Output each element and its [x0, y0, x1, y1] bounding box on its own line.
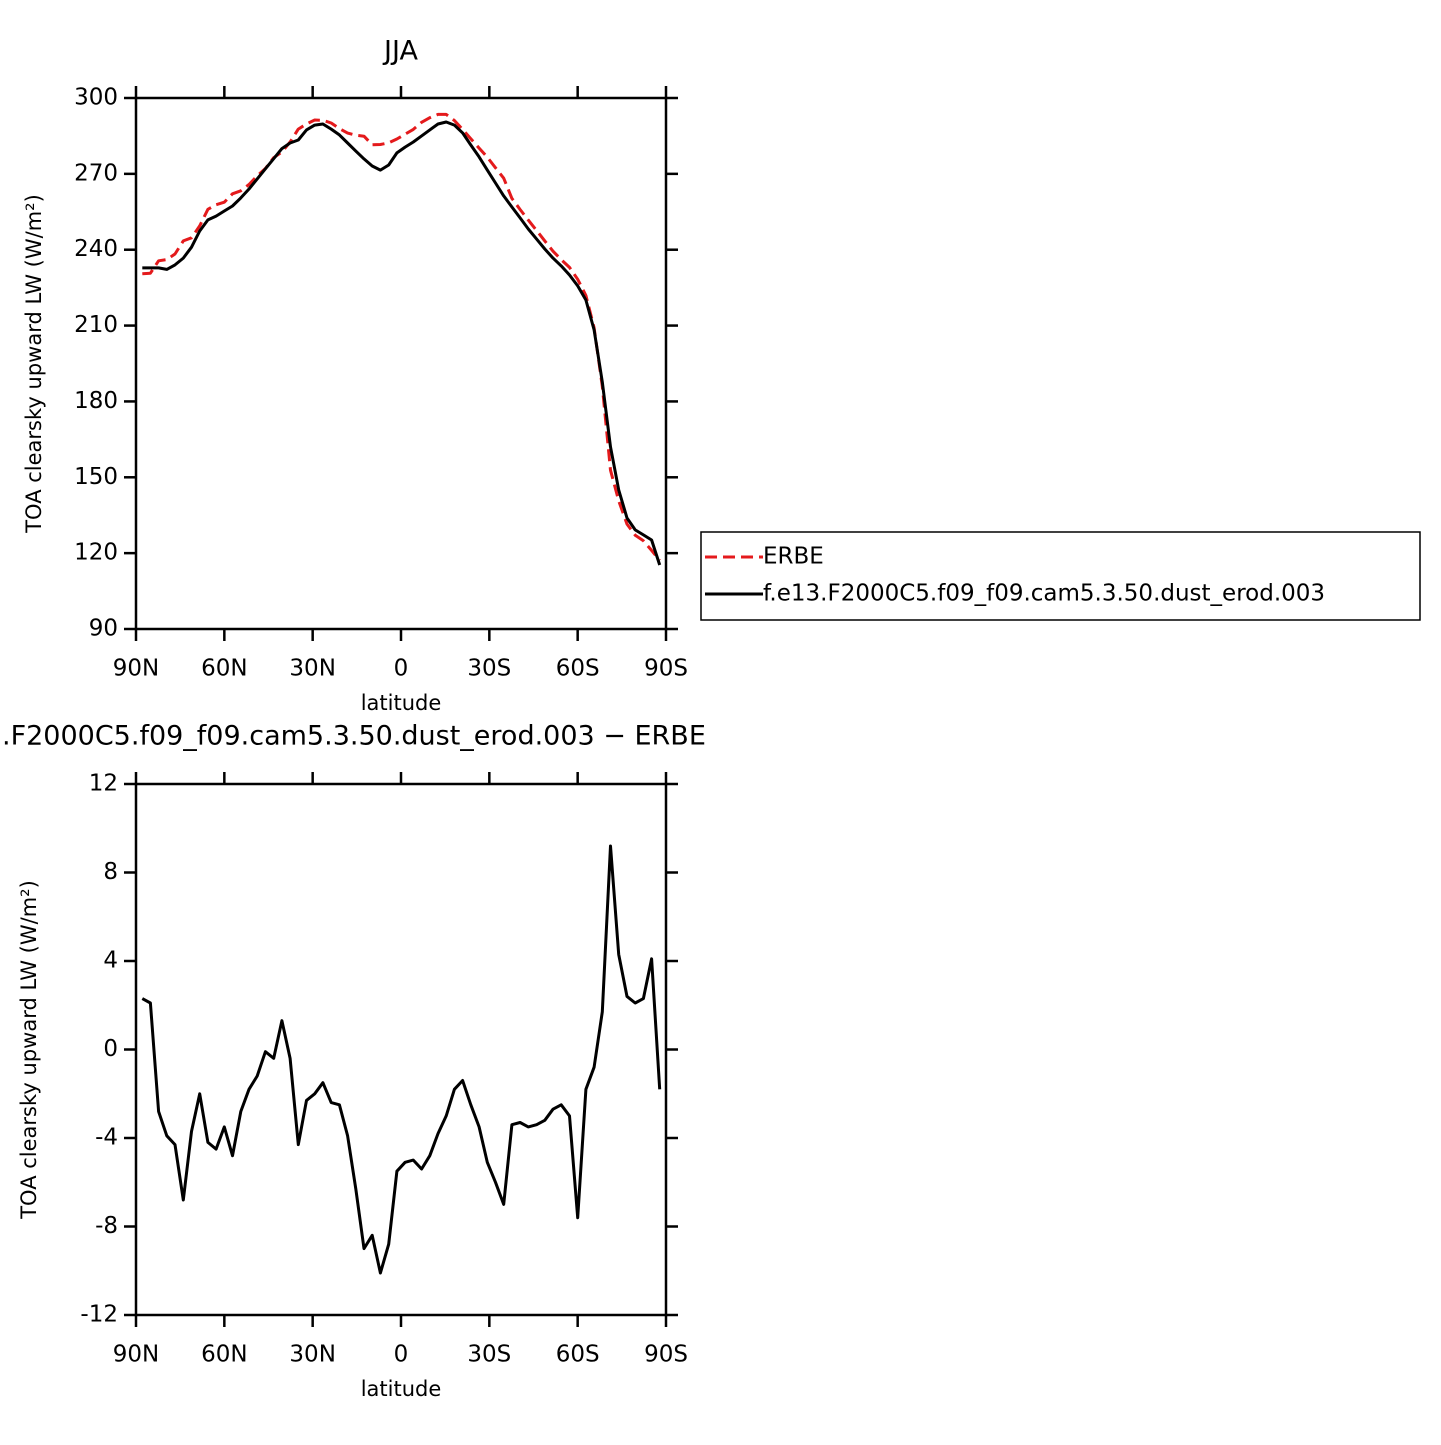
y-tick-label: 0 [103, 1036, 118, 1062]
plot-frame [134, 96, 668, 631]
chart-title: JJA [382, 36, 418, 67]
x-tick-label: 60N [201, 656, 247, 682]
y-tick-label: 150 [74, 464, 118, 490]
legend-box [700, 531, 1421, 621]
chart-title: .F2000C5.f09_f09.cam5.3.50.dust_erod.003… [2, 721, 706, 752]
y-tick-label: 12 [89, 771, 118, 797]
y-tick-label: 210 [74, 312, 118, 338]
series-line [142, 120, 662, 566]
y-tick-label: 90 [89, 616, 118, 642]
y-tick-label: -4 [95, 1125, 118, 1151]
y-tick-label: 8 [103, 859, 118, 885]
x-tick-label: 0 [394, 1342, 409, 1368]
y-tick-label: 240 [74, 236, 118, 262]
x-axis-label: latitude [361, 691, 442, 715]
x-tick-label: 60S [556, 1342, 600, 1368]
y-tick-label: 270 [74, 160, 118, 186]
x-tick-label: 90N [113, 656, 159, 682]
x-tick-label: 90S [644, 656, 688, 682]
plot-frame [134, 782, 668, 1317]
x-tick-label: 30N [289, 656, 335, 682]
y-axis-label: TOA clearsky upward LW (W/m²) [22, 194, 46, 534]
x-tick-label: 90S [644, 1342, 688, 1368]
legend-label: f.e13.F2000C5.f09_f09.cam5.3.50.dust_ero… [763, 581, 1325, 607]
y-tick-label: 300 [74, 85, 118, 111]
y-tick-label: -8 [95, 1213, 118, 1239]
x-tick-label: 30S [467, 1342, 511, 1368]
y-tick-label: 180 [74, 388, 118, 414]
legend-label: ERBE [763, 544, 824, 570]
x-tick-label: 90N [113, 1342, 159, 1368]
x-tick-label: 30S [467, 656, 511, 682]
x-tick-label: 0 [394, 656, 409, 682]
y-axis-label: TOA clearsky upward LW (W/m²) [17, 880, 41, 1220]
x-tick-label: 60N [201, 1342, 247, 1368]
x-tick-label: 60S [556, 656, 600, 682]
x-tick-label: 30N [289, 1342, 335, 1368]
x-axis-label: latitude [361, 1377, 442, 1401]
y-tick-label: -12 [80, 1302, 118, 1328]
series-line [142, 112, 661, 562]
y-tick-label: 120 [74, 540, 118, 566]
y-tick-label: 4 [103, 948, 118, 974]
data-line [141, 844, 662, 1275]
